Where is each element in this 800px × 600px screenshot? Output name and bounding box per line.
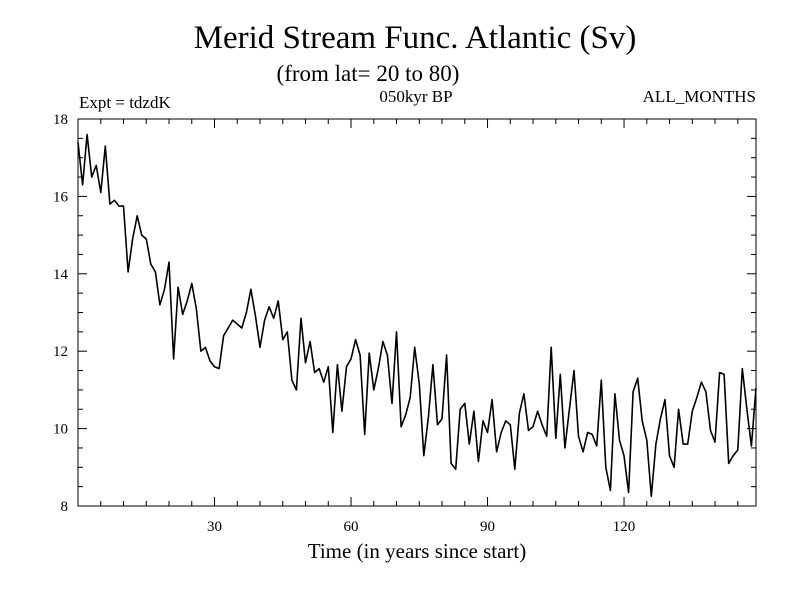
x-tick-label: 60 xyxy=(344,519,359,535)
y-tick-label: 16 xyxy=(53,189,69,205)
period-label: 050kyr BP xyxy=(379,87,452,106)
plot-frame xyxy=(77,118,757,507)
y-tick-label: 18 xyxy=(53,112,68,128)
y-tick-label: 8 xyxy=(61,499,69,515)
chart-subtitle: (from lat= 20 to 80) xyxy=(277,61,460,86)
x-tick-label: 120 xyxy=(613,519,636,535)
axes-group: 30 60 90 120 8 10 12 14 16 18 xyxy=(53,112,757,535)
y-tick-label: 10 xyxy=(53,422,68,438)
chart-title: Merid Stream Func. Atlantic (Sv) xyxy=(194,20,637,56)
series-group xyxy=(77,133,757,498)
x-axis-label: Time (in years since start) xyxy=(308,539,527,563)
months-label: ALL_MONTHS xyxy=(643,87,756,106)
experiment-label: Expt = tdzdK xyxy=(79,93,171,112)
series-line xyxy=(77,133,757,498)
x-tick-label: 30 xyxy=(207,519,222,535)
y-tick-label: 12 xyxy=(53,344,68,360)
x-tick-label: 90 xyxy=(480,519,495,535)
y-tick-label: 14 xyxy=(53,267,69,283)
